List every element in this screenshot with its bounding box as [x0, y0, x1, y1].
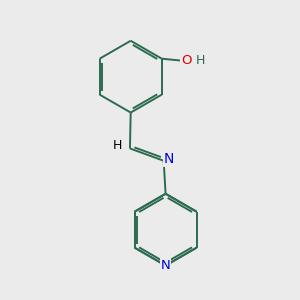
- Text: H: H: [113, 139, 122, 152]
- Text: N: N: [164, 152, 174, 166]
- Text: N: N: [161, 259, 170, 272]
- Text: O: O: [181, 54, 192, 67]
- Text: H: H: [195, 54, 205, 67]
